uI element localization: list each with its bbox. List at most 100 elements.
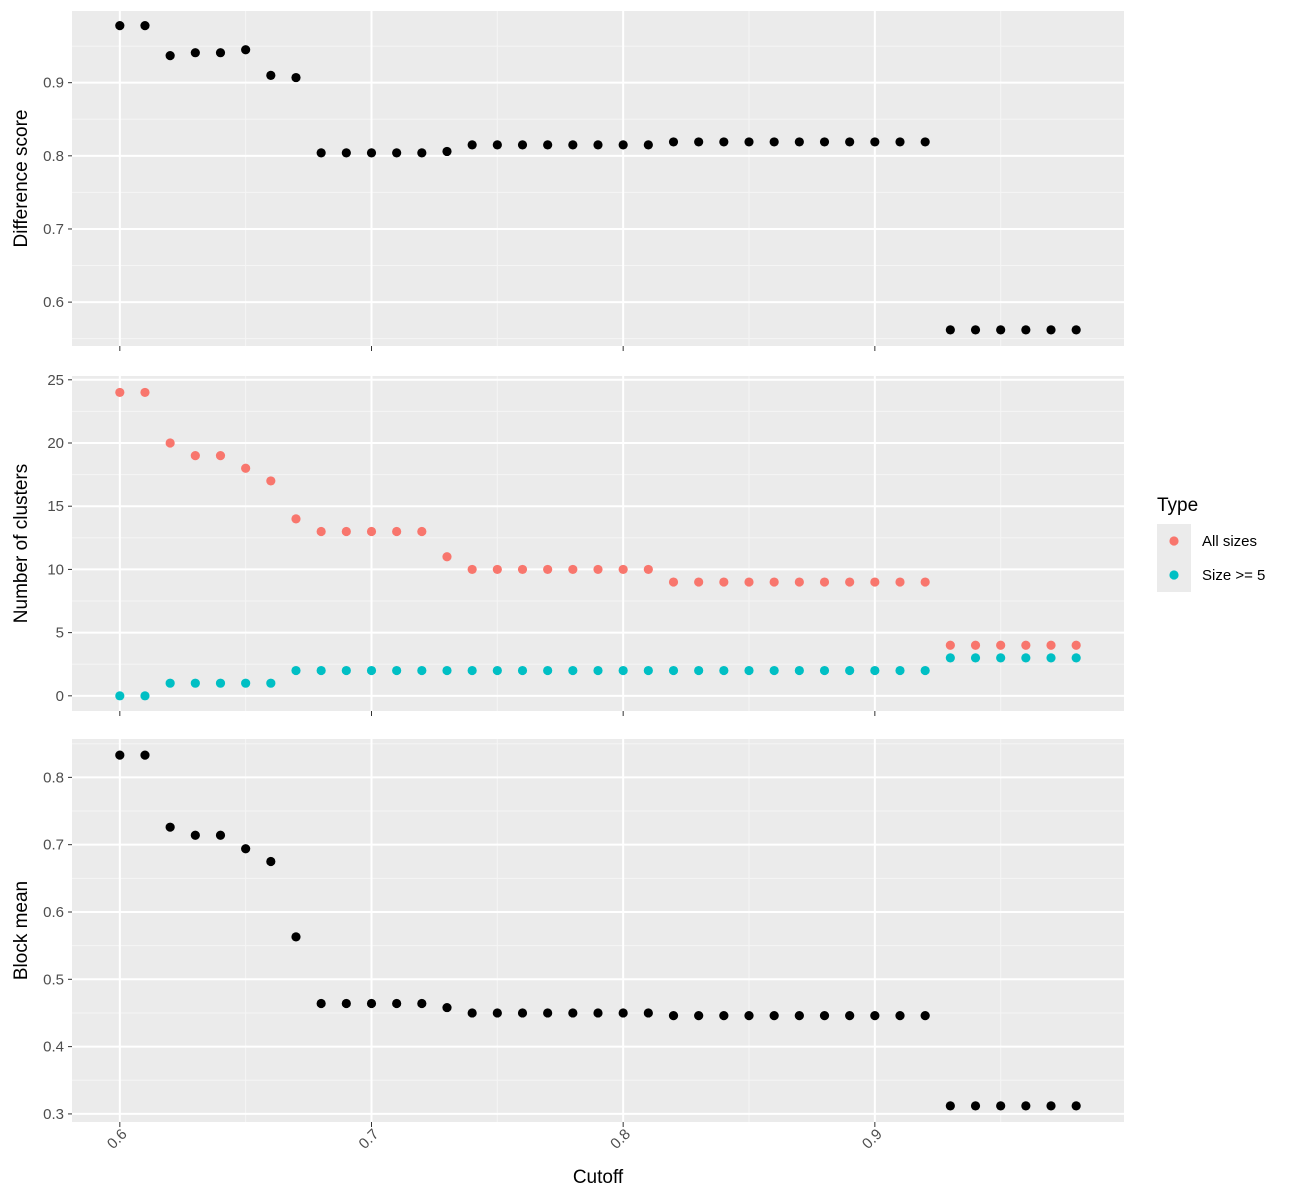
data-point [1046, 640, 1056, 650]
data-point [719, 577, 729, 587]
data-point [870, 665, 880, 676]
data-point [845, 577, 855, 587]
data-point [215, 678, 226, 688]
data-point [140, 21, 150, 31]
data-point [694, 577, 704, 587]
data-point [643, 1008, 653, 1018]
data-point [643, 140, 653, 150]
data-point [845, 1011, 855, 1021]
data-point [417, 148, 427, 158]
panel-background [72, 11, 1124, 346]
data-point [794, 137, 804, 147]
data-point [970, 1101, 981, 1111]
data-point [341, 665, 351, 676]
data-point [517, 140, 528, 150]
data-point [392, 665, 402, 676]
data-point [366, 665, 377, 676]
data-point [668, 577, 679, 587]
data-point [920, 665, 930, 676]
data-point [341, 526, 351, 537]
y-tick-label: 0.8 [43, 769, 64, 786]
data-point [190, 830, 200, 840]
data-point [895, 137, 905, 147]
x-tick-label: 0.9 [859, 1126, 886, 1153]
data-point [492, 665, 502, 676]
data-point [895, 577, 905, 587]
data-point [266, 70, 276, 80]
data-point [618, 665, 628, 676]
data-point [115, 21, 125, 31]
data-point [819, 1011, 830, 1021]
data-point [215, 830, 226, 840]
data-point [870, 137, 880, 147]
data-point [945, 1101, 955, 1111]
panel-block-mean: 0.3 0.4 0.5 0.6 0.7 0.8 Block mean [11, 739, 1124, 1127]
data-point [241, 844, 251, 854]
data-point [543, 564, 553, 575]
data-point [643, 564, 653, 575]
y-tick-label: 0.9 [43, 75, 64, 92]
data-point [1021, 653, 1031, 663]
data-point [442, 665, 452, 676]
data-point [392, 998, 402, 1009]
x-axis-title: Cutoff [573, 1167, 624, 1188]
y-tick-label: 5 [56, 625, 64, 642]
data-point [618, 1008, 628, 1018]
x-tick-label: 0.6 [104, 1126, 131, 1153]
legend-title: Type [1157, 495, 1198, 516]
data-point [517, 665, 528, 676]
data-point [970, 640, 981, 650]
data-point [719, 1011, 729, 1021]
data-point [467, 564, 477, 575]
y-tick-label: 0.3 [43, 1106, 64, 1123]
data-point [442, 1002, 452, 1013]
data-point [794, 577, 804, 587]
data-point [165, 822, 175, 832]
data-point [140, 750, 150, 760]
y-tick-label: 10 [47, 561, 64, 578]
data-point [417, 526, 427, 537]
data-point [190, 48, 200, 58]
data-point [593, 665, 603, 676]
data-point [970, 325, 981, 335]
data-point [492, 1008, 502, 1018]
data-point [266, 476, 276, 486]
panel-background [72, 376, 1124, 711]
data-point [140, 691, 150, 701]
legend-key-marker [1169, 570, 1179, 580]
data-point [266, 856, 276, 867]
data-point [920, 1011, 930, 1021]
legend-label: All sizes [1202, 533, 1257, 550]
data-point [744, 577, 754, 587]
data-point [417, 665, 427, 676]
data-point [291, 72, 301, 83]
data-point [996, 640, 1006, 650]
data-point [366, 148, 377, 158]
data-point [694, 1011, 704, 1021]
data-point [543, 1008, 553, 1018]
data-point [492, 564, 502, 575]
data-point [517, 1008, 528, 1018]
y-tick-label: 0.8 [43, 148, 64, 165]
data-point [492, 140, 502, 150]
data-point [568, 665, 578, 676]
y-tick-label: 0.7 [43, 837, 64, 854]
data-point [316, 998, 326, 1009]
data-point [341, 148, 351, 158]
data-point [291, 665, 301, 676]
data-point [794, 1011, 804, 1021]
data-point [920, 577, 930, 587]
data-point [1021, 1101, 1031, 1111]
data-point [1071, 325, 1081, 335]
data-point [819, 577, 830, 587]
y-axis-title: Block mean [11, 881, 32, 980]
legend: Type All sizes Size >= 5 [1157, 495, 1265, 592]
data-point [165, 51, 175, 61]
data-point [870, 577, 880, 587]
data-point [593, 1008, 603, 1018]
y-tick-label: 0.6 [43, 294, 64, 311]
data-point [467, 1008, 477, 1018]
data-point [694, 665, 704, 676]
data-point [668, 1011, 679, 1021]
